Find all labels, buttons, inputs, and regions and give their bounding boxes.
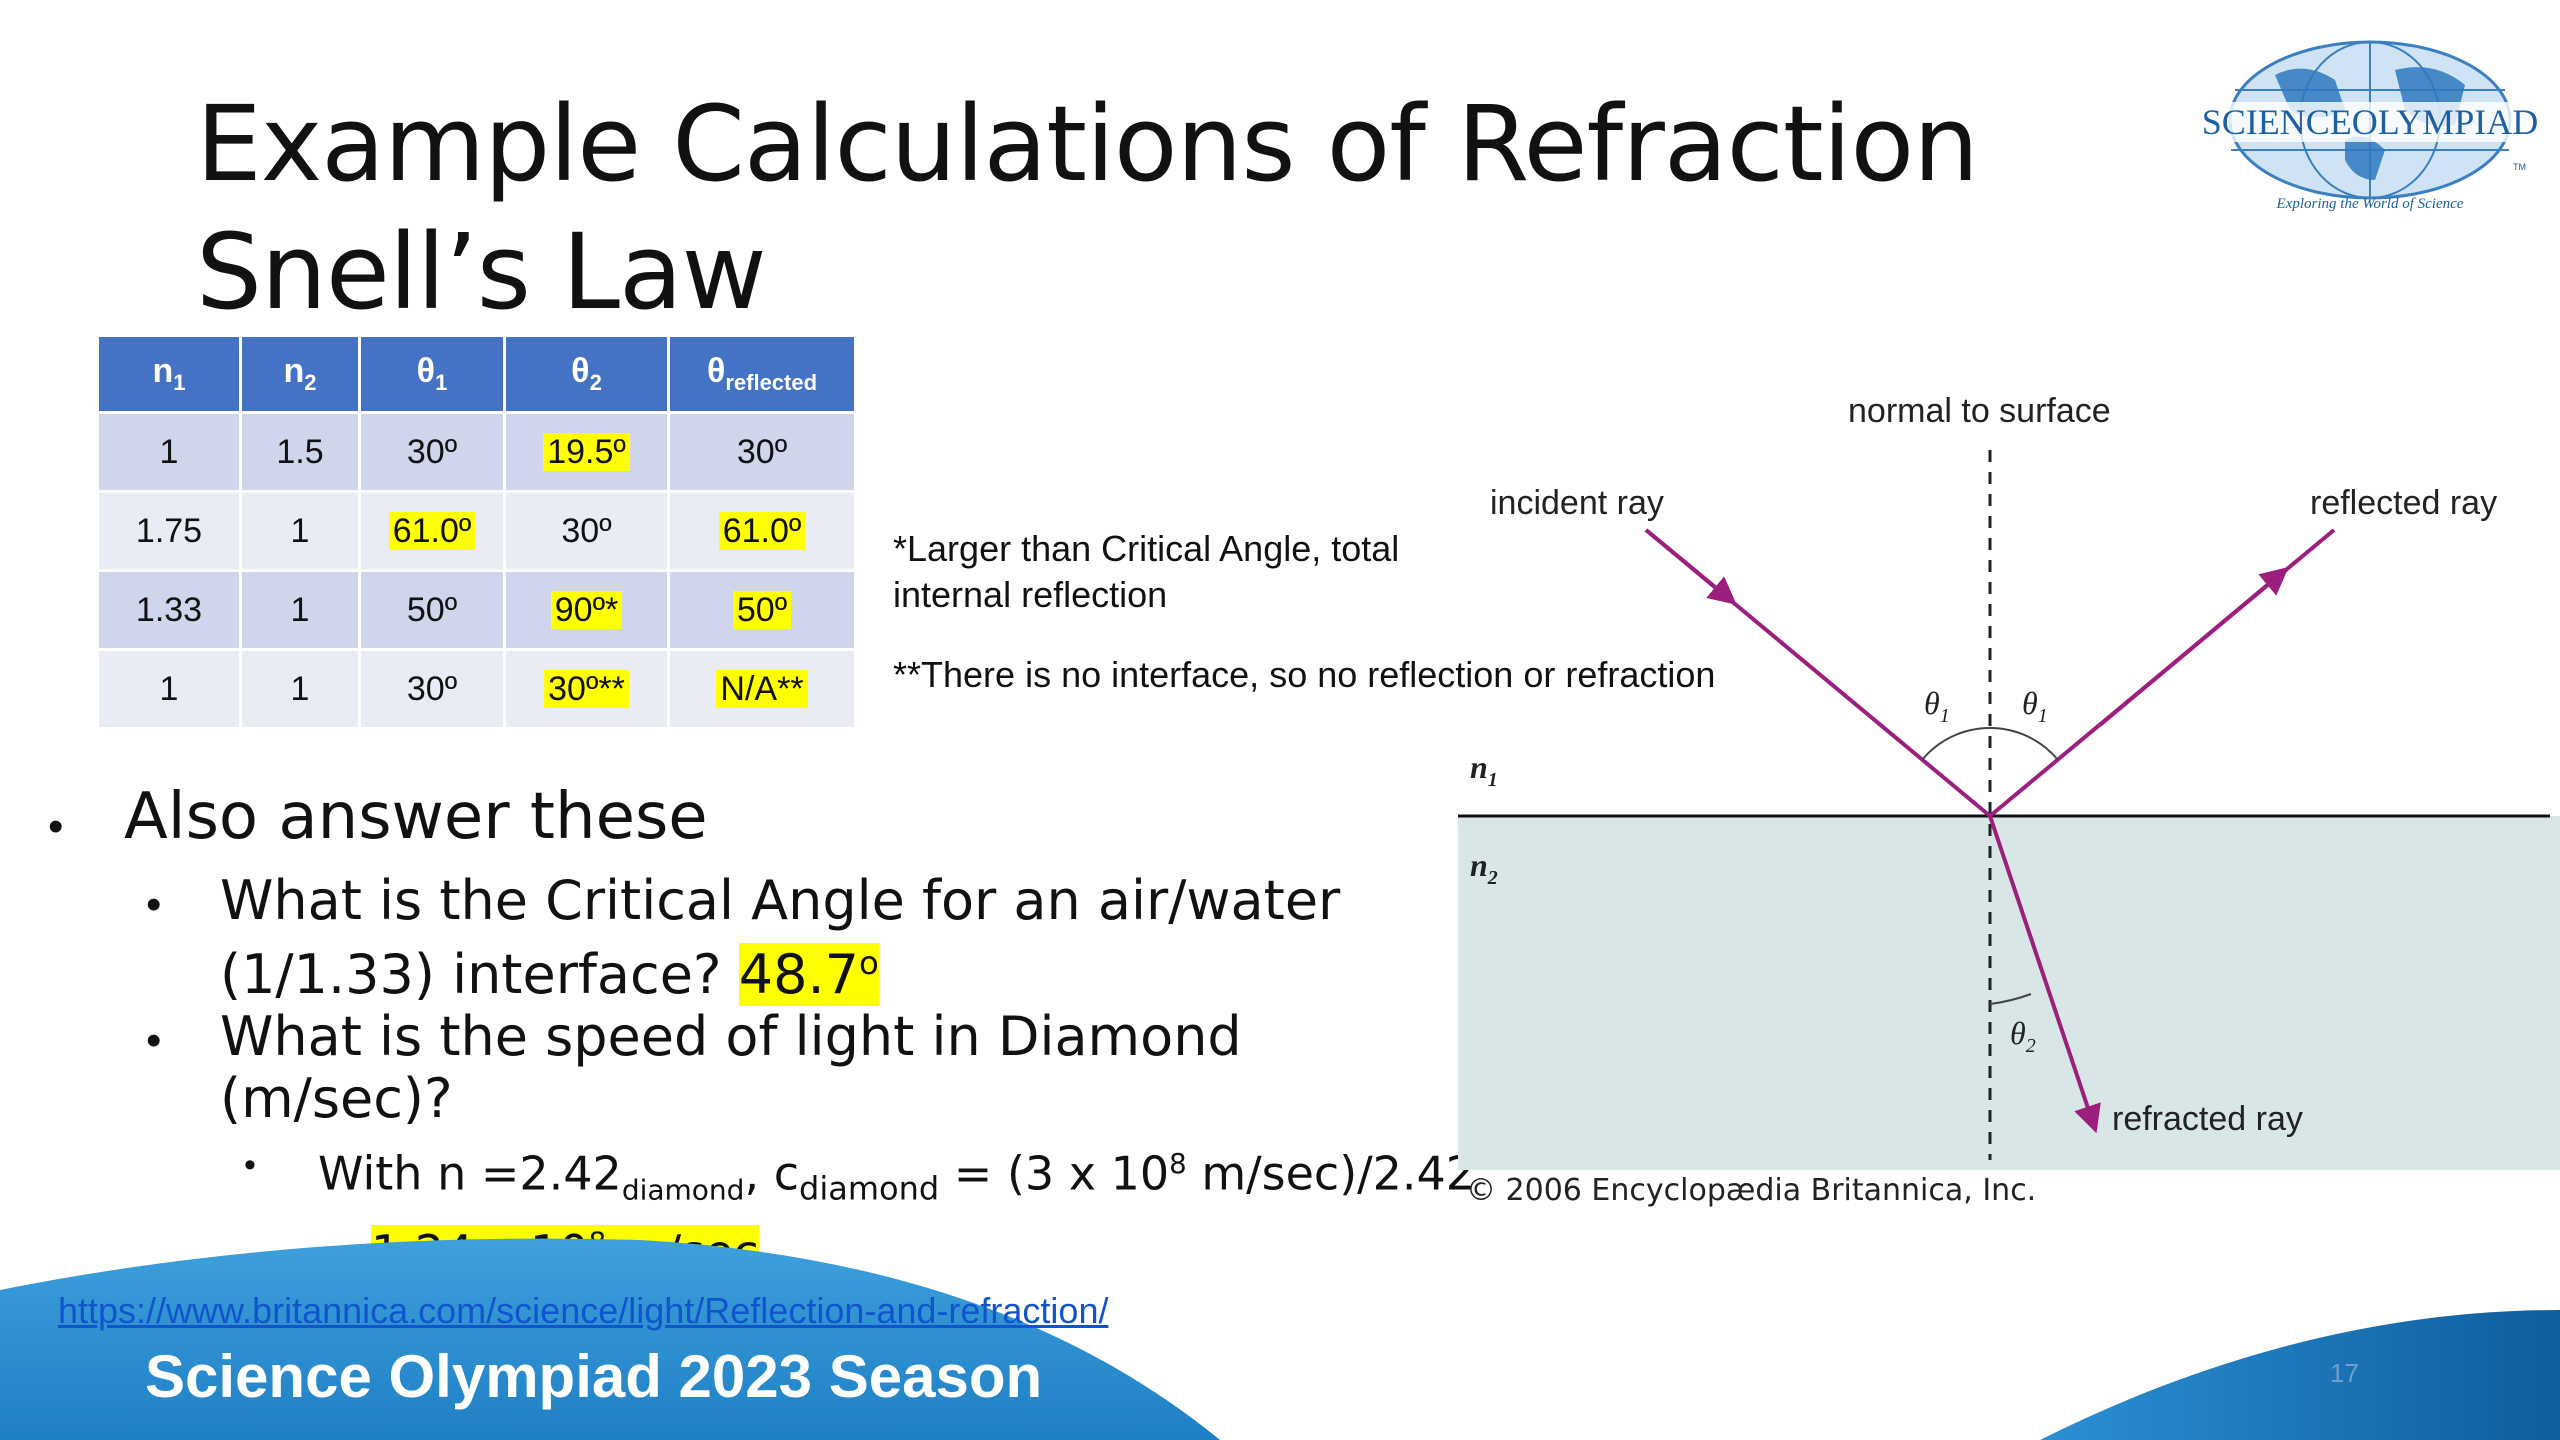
table-row: 1 1 30º 30º** N/A** (99, 651, 854, 727)
footer-title: Science Olympiad 2023 Season (145, 1343, 1043, 1410)
cell-value: 1 (290, 669, 310, 708)
table-cell: N/A** (670, 651, 854, 727)
slide-number: 17 (2330, 1358, 2359, 1388)
note-critical-line2: internal reflection (893, 574, 1168, 615)
theta1-right-label: θ1 (2022, 685, 2048, 727)
note-critical-line1: *Larger than Critical Angle, total (893, 528, 1400, 569)
science-olympiad-logo: SCIENCEOLYMPIAD TM Exploring the World o… (2200, 40, 2540, 212)
cell-value: 1 (290, 590, 310, 629)
highlighted-value: N/A** (716, 669, 808, 708)
cell-value: 30º (561, 511, 612, 550)
cell-value: 30º (736, 432, 788, 471)
refraction-diagram: normal to surface incident ray reflected… (1458, 392, 2560, 1170)
theta1-left-label: θ1 (1924, 685, 1950, 727)
theta2-arc (1989, 993, 2032, 1005)
highlighted-value: 61.0º (388, 511, 476, 550)
table-cell: 50º (670, 572, 854, 648)
q2-line1: What is the speed of light in Diamond (220, 1005, 1242, 1068)
cell-value: 1 (159, 432, 179, 471)
highlighted-value: 19.5º (543, 432, 630, 471)
table-cell: 30º** (506, 651, 667, 727)
bullet-question-diamond: What is the speed of light in Diamond (m… (220, 1006, 1242, 1130)
table-cell: 30º (361, 651, 503, 727)
table-cell: 30º (361, 414, 503, 490)
cell-value: 1.33 (135, 590, 203, 629)
bullet-dot: • (146, 880, 162, 929)
note-critical-angle: *Larger than Critical Angle, total inter… (893, 526, 1399, 618)
theta1-incident-arc (1921, 726, 1991, 761)
header-theta2: θ2 (506, 337, 667, 411)
q1-line1: What is the Critical Angle for an air/wa… (220, 869, 1341, 932)
n2-label: n2 (1470, 847, 1498, 889)
table-cell: 1 (99, 651, 239, 727)
q2-line2: (m/sec)? (220, 1067, 453, 1130)
bullet-dot: • (48, 802, 64, 851)
snells-law-table: n1 n2 θ1 θ2 θreflected 1 1.5 30º 19.5º 30º 1.… (96, 334, 857, 730)
table-cell: 1.33 (99, 572, 239, 648)
refracted-label: refracted ray (2112, 1100, 2303, 1138)
cell-value: 1.75 (135, 511, 203, 550)
table-row: 1.75 1 61.0º 30º 61.0º (99, 493, 854, 569)
cell-value: 50º (406, 590, 458, 629)
highlighted-value: 30º** (544, 669, 629, 708)
cell-value: 30º (406, 669, 458, 708)
table-row: 1 1.5 30º 19.5º 30º (99, 414, 854, 490)
normal-label: normal to surface (1848, 392, 2111, 430)
note-no-interface: **There is no interface, so no reflectio… (893, 654, 1716, 695)
table-cell: 1.5 (242, 414, 358, 490)
slide-title-line1: Example Calculations of Refraction (196, 83, 1979, 205)
cell-value: 1 (159, 669, 179, 708)
cell-value: 30º (406, 432, 458, 471)
table-row: 1.33 1 50º 90º* 50º (99, 572, 854, 648)
reflected-label: reflected ray (2310, 484, 2497, 522)
table-cell: 1 (242, 493, 358, 569)
bullet-dot: • (244, 1146, 256, 1184)
logo-tm: TM (2513, 162, 2526, 172)
table-cell: 30º (506, 493, 667, 569)
table-header-row: n1 n2 θ1 θ2 θreflected (99, 337, 854, 411)
logo-text: SCIENCEOLYMPIAD (2202, 102, 2538, 142)
slide-title-line2: Snell’s Law (196, 211, 767, 333)
bullet-question-critical-angle: What is the Critical Angle for an air/wa… (220, 870, 1340, 1006)
cell-value: 1 (290, 511, 310, 550)
theta1-reflected-arc (1989, 726, 2059, 761)
highlighted-value: 50º (732, 590, 792, 629)
table-cell: 1 (242, 651, 358, 727)
bullet-main: Also answer these (124, 780, 708, 854)
table-cell: 61.0º (670, 493, 854, 569)
highlighted-value: 90º* (550, 590, 623, 629)
table-cell: 1 (99, 414, 239, 490)
footer-wave (0, 1238, 2560, 1440)
q1-answer: 48.7o (738, 943, 879, 1006)
incident-label: incident ray (1490, 484, 1664, 522)
copyright-text: © 2006 Encyclopædia Britannica, Inc. (1466, 1173, 2037, 1208)
header-n1: n1 (99, 337, 239, 411)
n1-label: n1 (1470, 749, 1498, 791)
header-theta-reflected: θreflected (670, 337, 854, 411)
q1-line2: (1/1.33) interface? (220, 943, 722, 1006)
highlighted-value: 61.0º (718, 511, 806, 550)
cell-value: 1.5 (276, 432, 324, 471)
slide-title: Example Calculations of Refraction Snell… (196, 80, 1979, 336)
table-cell: 90º* (506, 572, 667, 648)
refracted-ray (1988, 815, 2101, 1134)
theta2-label: θ2 (2010, 1015, 2036, 1057)
table-cell: 1.75 (99, 493, 239, 569)
table-cell: 61.0º (361, 493, 503, 569)
table-cell: 50º (361, 572, 503, 648)
header-theta1: θ1 (361, 337, 503, 411)
table-cell: 30º (670, 414, 854, 490)
table-cell: 19.5º (506, 414, 667, 490)
header-n2: n2 (242, 337, 358, 411)
table-cell: 1 (242, 572, 358, 648)
logo-tagline: Exploring the World of Science (2276, 196, 2464, 212)
britannica-link[interactable]: https://www.britannica.com/science/light… (58, 1290, 1109, 1331)
bullet-dot: • (146, 1016, 162, 1065)
